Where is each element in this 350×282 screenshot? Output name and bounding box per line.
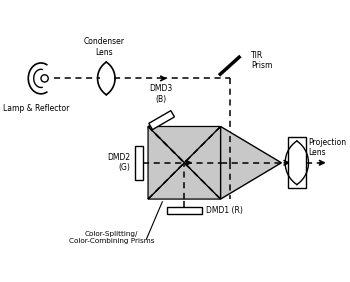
Text: Lamp & Reflector: Lamp & Reflector xyxy=(3,104,70,113)
Polygon shape xyxy=(148,127,184,199)
Text: DMD1 (R): DMD1 (R) xyxy=(206,206,243,215)
Polygon shape xyxy=(220,127,281,199)
Text: DMD3
(B): DMD3 (B) xyxy=(149,84,172,104)
Polygon shape xyxy=(149,111,174,130)
Bar xyxy=(135,146,142,180)
Polygon shape xyxy=(184,127,220,199)
Text: Condenser
Lens: Condenser Lens xyxy=(84,37,125,57)
Polygon shape xyxy=(148,127,220,163)
Text: DMD2
(G): DMD2 (G) xyxy=(107,153,130,173)
Text: Color-Splitting/
Color-Combining Prisms: Color-Splitting/ Color-Combining Prisms xyxy=(69,231,154,244)
Bar xyxy=(167,207,202,215)
Polygon shape xyxy=(148,163,220,199)
Bar xyxy=(288,137,306,188)
Circle shape xyxy=(41,75,48,82)
Text: Projection
Lens: Projection Lens xyxy=(309,138,347,157)
Text: TIR
Prism: TIR Prism xyxy=(251,50,273,70)
